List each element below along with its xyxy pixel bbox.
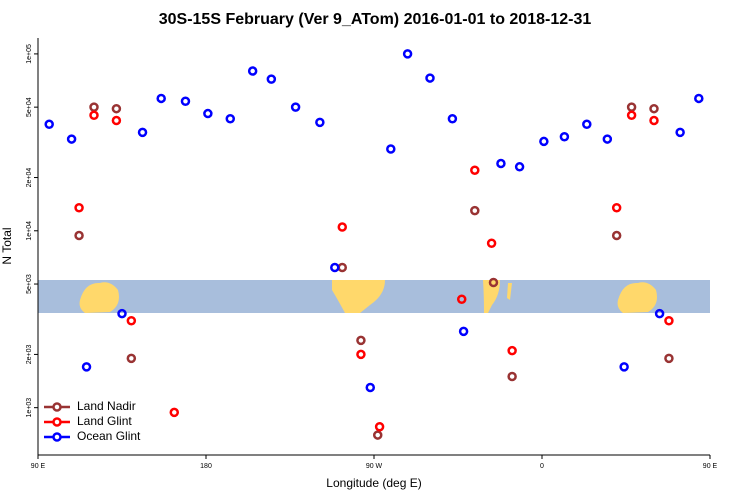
legend-marker	[52, 417, 62, 427]
point	[539, 136, 549, 147]
point	[507, 371, 517, 382]
point	[66, 134, 77, 144]
point	[611, 202, 622, 213]
point	[315, 117, 325, 128]
point	[365, 382, 376, 393]
point	[402, 49, 413, 59]
point	[74, 230, 84, 241]
x-tick-label: 180	[200, 463, 212, 470]
point	[180, 96, 191, 106]
map-band	[38, 280, 710, 313]
y-axis-label: N Total	[0, 227, 14, 264]
point	[386, 144, 396, 154]
point	[337, 222, 348, 232]
point	[447, 113, 458, 124]
point	[203, 108, 213, 119]
point	[470, 165, 480, 175]
point	[74, 202, 84, 213]
point	[169, 407, 180, 418]
x-tick-label: 90 E	[703, 463, 718, 470]
x-tick-label: 90 W	[366, 463, 383, 470]
point	[488, 277, 499, 288]
legend-marker	[52, 432, 62, 442]
point	[559, 132, 570, 142]
y-tick-label: 5e+04	[26, 97, 33, 117]
legend-label: Land Glint	[77, 414, 132, 428]
point	[654, 308, 665, 319]
point	[266, 74, 277, 84]
x-tick-label: 90 E	[31, 463, 46, 470]
point	[496, 158, 506, 169]
point	[664, 353, 674, 364]
point	[81, 362, 92, 372]
point	[470, 205, 480, 216]
point	[626, 110, 637, 120]
point	[507, 345, 517, 356]
y-tick-label: 1e+05	[26, 44, 33, 64]
y-tick-label: 1e+03	[26, 398, 33, 418]
point	[514, 162, 525, 172]
x-axis-label: Longitude (deg E)	[326, 476, 421, 490]
point	[356, 335, 366, 346]
point	[290, 102, 301, 112]
point	[247, 66, 258, 76]
point	[675, 127, 685, 138]
point	[356, 349, 366, 360]
legend-label: Land Nadir	[77, 399, 136, 413]
legend-marker	[52, 402, 62, 412]
y-tick-label: 2e+03	[26, 344, 33, 364]
chart-title: 30S-15S February (Ver 9_ATom) 2016-01-01…	[159, 11, 592, 28]
point	[425, 73, 435, 83]
point	[694, 93, 704, 104]
point	[649, 115, 659, 126]
point	[649, 103, 659, 114]
point	[374, 422, 385, 432]
point	[582, 119, 592, 130]
y-tick-label: 2e+04	[26, 168, 33, 188]
legend-label: Ocean Glint	[77, 429, 141, 443]
point	[89, 110, 99, 120]
y-tick-label: 1e+04	[26, 221, 33, 241]
point	[44, 119, 54, 130]
point	[619, 362, 629, 372]
point	[117, 308, 127, 319]
point	[372, 430, 383, 440]
point	[137, 127, 148, 138]
point	[225, 113, 236, 124]
point	[111, 115, 122, 126]
point	[486, 238, 497, 249]
point	[611, 230, 622, 241]
point	[126, 316, 137, 326]
x-tick-label: 0	[540, 463, 544, 470]
point	[458, 326, 469, 337]
point	[456, 294, 467, 305]
point	[111, 103, 122, 114]
point	[156, 93, 166, 104]
point	[664, 316, 674, 326]
point	[126, 353, 137, 364]
point	[602, 134, 613, 144]
y-tick-label: 5e+03	[26, 274, 33, 294]
point	[330, 262, 340, 273]
